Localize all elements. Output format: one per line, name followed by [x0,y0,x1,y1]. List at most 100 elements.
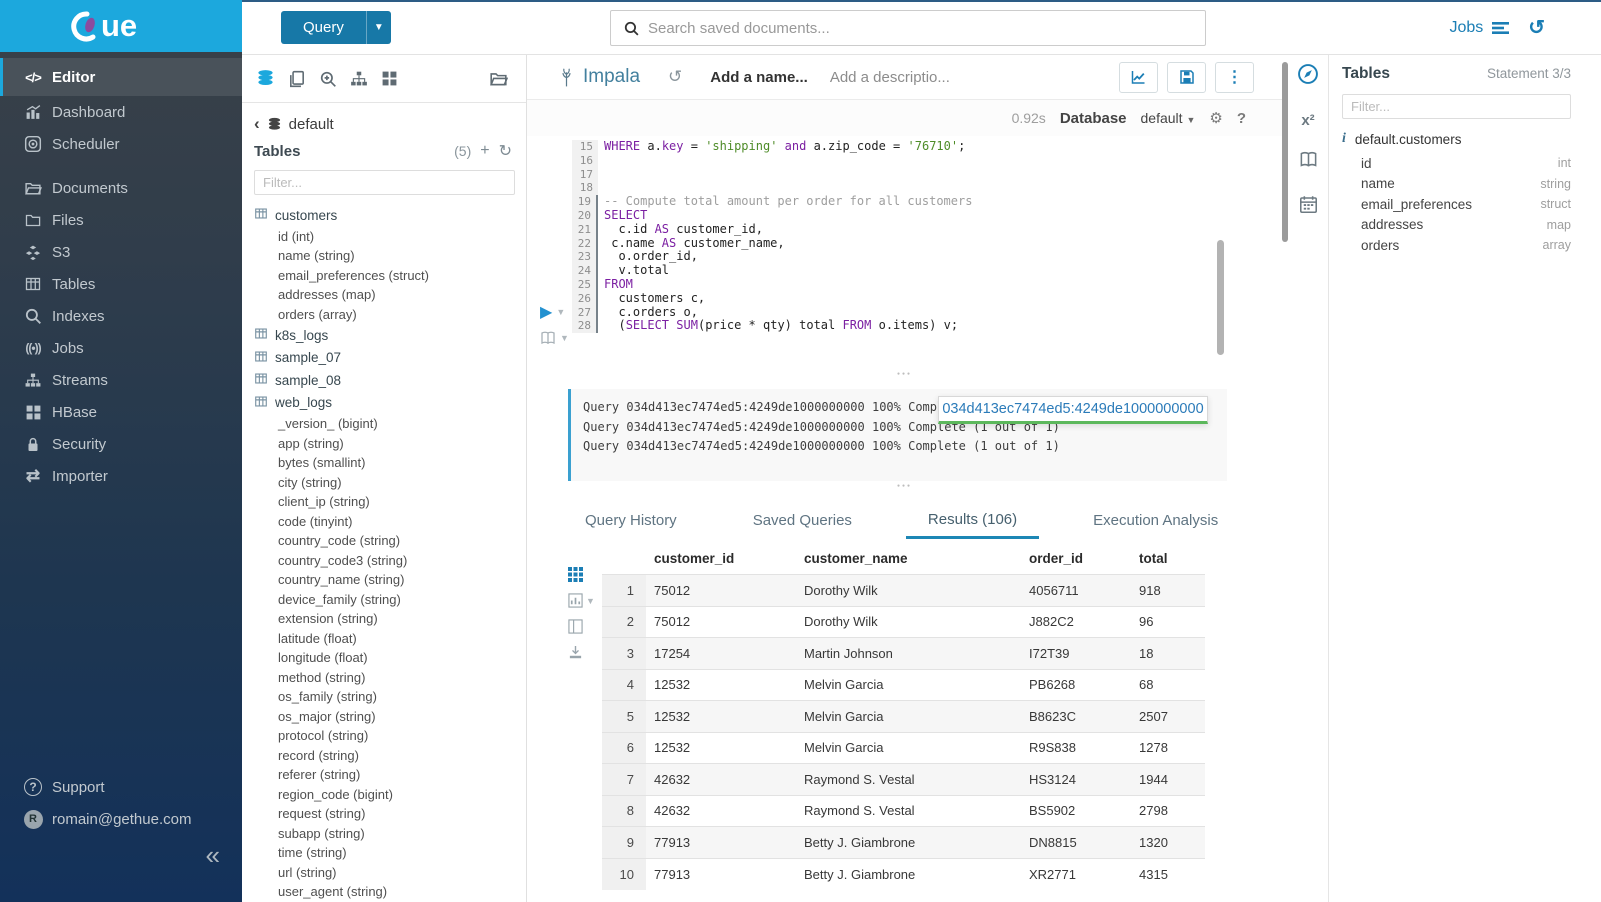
tree-column[interactable]: url (string) [242,863,526,883]
resize-handle[interactable]: ●●● [527,371,1282,377]
sql-editor[interactable]: 15WHERE a.key = 'shipping' and a.zip_cod… [527,140,1282,333]
tree-column[interactable]: device_family (string) [242,590,526,610]
tree-column[interactable]: country_code3 (string) [242,551,526,571]
tree-column[interactable]: app (string) [242,434,526,454]
jobs-link[interactable]: Jobs [1449,19,1510,37]
assist-compass-icon[interactable] [1297,63,1319,90]
tab-query-history[interactable]: Query History [563,502,699,539]
search-box[interactable] [610,10,1206,46]
table-row[interactable]: 1077913Betty J. GiambroneXR27714315 [602,858,1205,890]
column-header-customer_name[interactable]: customer_name [796,545,1021,575]
editor-help-icon[interactable]: ? [1237,110,1246,127]
table-row[interactable]: 512532Melvin GarciaB8623C2507 [602,701,1205,733]
refresh-icon[interactable]: ↻ [499,141,512,161]
grid-view-icon[interactable] [568,567,583,582]
functions-icon[interactable]: x² [1301,112,1314,129]
history-icon[interactable]: ↺ [1528,15,1545,40]
table-row[interactable]: 742632Raymond S. VestalHS31241944 [602,764,1205,796]
database-select[interactable]: default ▼ [1141,110,1196,126]
tree-column[interactable]: record (string) [242,746,526,766]
snippet-history-icon[interactable]: ↺ [668,67,682,87]
tree-column[interactable]: code (tinyint) [242,512,526,532]
tree-column[interactable]: _version_ (bigint) [242,414,526,434]
right-column-email_preferences[interactable]: email_preferencesstruct [1342,194,1571,215]
sidebar-item-hbase[interactable]: HBase [0,396,242,428]
table-filter-input[interactable] [254,170,515,195]
table-row[interactable]: 275012Dorothy WilkJ882C296 [602,606,1205,638]
tree-column[interactable]: addresses (map) [242,285,526,305]
tree-column[interactable]: referer (string) [242,765,526,785]
sidebar-item-user[interactable]: R romain@gethue.com [0,803,242,835]
tree-column[interactable]: orders (array) [242,305,526,325]
sidebar-item-tables[interactable]: Tables [0,268,242,300]
tree-column[interactable]: extension (string) [242,609,526,629]
sidebar-item-streams[interactable]: Streams [0,364,242,396]
columns-view-icon[interactable] [568,619,583,634]
sidebar-item-files[interactable]: Files [0,204,242,236]
settings-gear-icon[interactable]: ⚙ [1209,109,1222,127]
chart-button[interactable] [1119,62,1158,93]
query-description-field[interactable]: Add a descriptio... [830,69,950,86]
tree-column[interactable]: bytes (smallint) [242,453,526,473]
save-button[interactable] [1167,62,1206,93]
collapse-sidebar-icon[interactable]: « [206,840,220,871]
table-row[interactable]: 612532Melvin GarciaR9S8381278 [602,732,1205,764]
language-reference-icon[interactable] [1299,151,1318,173]
column-header-order_id[interactable]: order_id [1021,545,1131,575]
tree-column[interactable]: os_major (string) [242,707,526,727]
database-sources-icon[interactable] [256,69,275,88]
more-actions-button[interactable]: ⋮ [1215,62,1254,93]
resize-handle[interactable]: ●●● [527,483,1282,489]
sidebar-item-documents[interactable]: Documents [0,172,242,204]
sitemap-icon[interactable] [350,70,368,88]
sidebar-item-s3[interactable]: S3 [0,236,242,268]
info-icon[interactable]: i [1342,131,1346,147]
tree-table-k8s_logs[interactable]: k8s_logs [242,324,526,347]
tree-column[interactable]: name (string) [242,246,526,266]
book-options-caret[interactable]: ▼ [560,333,569,343]
tree-column[interactable]: subapp (string) [242,824,526,844]
table-row[interactable]: 842632Raymond S. VestalBS59022798 [602,795,1205,827]
tree-column[interactable]: city (string) [242,473,526,493]
query-id-link[interactable]: 034d413ec7474ed5:4249de1000000000 [938,396,1208,424]
tab-saved-queries[interactable]: Saved Queries [731,502,874,539]
breadcrumb-database[interactable]: default [289,116,334,133]
sidebar-item-security[interactable]: Security [0,428,242,460]
run-query-button[interactable]: ▶ [540,302,552,322]
query-dropdown-caret[interactable]: ▼ [366,11,391,44]
search-input[interactable] [648,20,1205,37]
tree-column[interactable]: country_name (string) [242,570,526,590]
table-row[interactable]: 977913Betty J. GiambroneDN88151320 [602,827,1205,859]
tree-column[interactable]: region_code (bigint) [242,785,526,805]
tree-table-customers[interactable]: customers [242,204,526,227]
tree-column[interactable]: protocol (string) [242,726,526,746]
tree-table-web_logs[interactable]: web_logs [242,392,526,415]
active-table[interactable]: i default.customers [1342,131,1571,147]
tree-column[interactable]: latitude (float) [242,629,526,649]
tree-column[interactable]: request (string) [242,804,526,824]
tree-column[interactable]: longitude (float) [242,648,526,668]
sidebar-item-indexes[interactable]: Indexes [0,300,242,332]
sidebar-item-support[interactable]: ? Support [0,771,242,803]
sidebar-item-jobs[interactable]: ((•))Jobs [0,332,242,364]
hue-logo[interactable]: ue [0,0,242,52]
right-filter-input[interactable] [1342,94,1571,119]
run-options-caret[interactable]: ▼ [556,307,565,317]
tree-column[interactable]: email_preferences (struct) [242,266,526,286]
tree-column[interactable]: os_family (string) [242,687,526,707]
tree-column[interactable]: country_code (string) [242,531,526,551]
schedule-calendar-icon[interactable] [1299,195,1318,219]
tree-table-sample_08[interactable]: sample_08 [242,369,526,392]
chart-view-icon[interactable]: ▼ [568,593,595,608]
table-row[interactable]: 175012Dorothy Wilk4056711918 [602,575,1205,607]
tree-column[interactable]: user_agent (string) [242,882,526,902]
back-chevron-icon[interactable]: ‹ [254,114,260,134]
tree-table-sample_07[interactable]: sample_07 [242,347,526,370]
editor-scrollbar[interactable] [1217,240,1224,355]
right-column-addresses[interactable]: addressesmap [1342,215,1571,236]
sidebar-item-scheduler[interactable]: Scheduler [0,128,242,160]
folder-projects-icon[interactable] [489,70,508,88]
book-icon[interactable] [540,331,556,345]
sidebar-item-importer[interactable]: ⇄Importer [0,460,242,492]
apps-grid-icon[interactable] [381,70,398,87]
